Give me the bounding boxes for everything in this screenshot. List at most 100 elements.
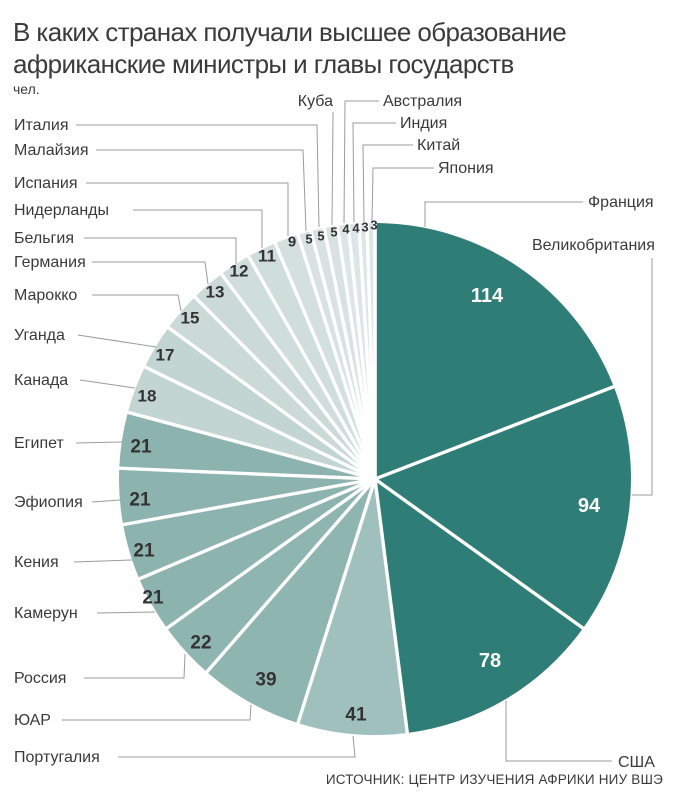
- country-label: Индия: [400, 115, 447, 132]
- value-label: 15: [181, 309, 200, 328]
- slice-divider: [246, 255, 377, 480]
- country-label: США: [618, 754, 655, 771]
- leader-line: [343, 100, 379, 224]
- leader-line: [632, 258, 653, 496]
- chart-title: В каких странах получали высшее образова…: [13, 16, 653, 80]
- slice-divider: [193, 295, 377, 481]
- pie-slice: [194, 274, 375, 479]
- value-label: 5: [317, 229, 324, 244]
- chart-title-line1: В каких странах получали высшее образова…: [13, 17, 567, 47]
- value-label: 78: [479, 650, 501, 672]
- country-label: Португалия: [14, 749, 100, 766]
- country-label: Япония: [438, 160, 494, 177]
- slice-divider: [143, 365, 376, 481]
- leader-line: [424, 201, 583, 227]
- slice-divider: [122, 477, 376, 527]
- country-label: Куба: [298, 93, 333, 110]
- slice-divider: [373, 478, 410, 734]
- slice-divider: [374, 477, 585, 630]
- slice-divider: [374, 384, 615, 481]
- pie-slice: [375, 479, 584, 733]
- leader-line: [92, 261, 209, 285]
- pie-slice: [144, 327, 375, 479]
- slice-divider: [273, 242, 377, 480]
- country-label: Канада: [14, 372, 68, 389]
- country-label: Нидерланды: [14, 202, 109, 219]
- leader-line: [352, 122, 396, 223]
- source-credit: ИСТОЧНИК: ЦЕНТР ИЗУЧЕНИЯ АФРИКИ НИУ ВШЭ: [325, 772, 663, 787]
- country-label: Китай: [417, 137, 460, 154]
- leader-line: [73, 559, 133, 563]
- slice-divider: [138, 477, 376, 581]
- value-label: 41: [345, 705, 367, 726]
- country-label: Марокко: [14, 287, 77, 304]
- leader-line: [75, 441, 123, 444]
- value-label: 22: [190, 633, 211, 654]
- pie-slice: [119, 468, 376, 525]
- leader-line: [91, 499, 121, 503]
- value-label: 3: [361, 220, 368, 235]
- leader-line: [84, 237, 237, 264]
- leader-line: [92, 294, 182, 312]
- country-label: Франция: [588, 194, 654, 211]
- slice-divider: [165, 477, 376, 630]
- pie-slice: [221, 256, 375, 479]
- country-label: Испания: [14, 175, 78, 192]
- country-label: Бельгия: [14, 230, 74, 247]
- country-label: Италия: [14, 117, 68, 134]
- pie-slice: [375, 386, 632, 629]
- slice-divider: [309, 230, 377, 480]
- pie-slice: [139, 479, 375, 629]
- value-label: 39: [255, 670, 276, 691]
- country-label: Австралия: [383, 93, 462, 110]
- country-label: Камерун: [14, 605, 78, 622]
- slice-divider: [205, 477, 377, 674]
- pie-slice: [375, 223, 614, 479]
- leader-line: [77, 334, 157, 348]
- country-label: ЮАР: [14, 712, 51, 729]
- leader-line: [62, 704, 252, 721]
- leader-line: [76, 124, 320, 228]
- pie-slice: [168, 297, 375, 479]
- unit-label: чел.: [13, 81, 40, 97]
- value-label: 12: [230, 262, 249, 281]
- leader-line: [371, 167, 434, 222]
- country-label: Уганда: [14, 327, 65, 344]
- leader-line: [84, 653, 186, 679]
- value-label: 114: [471, 285, 504, 307]
- value-label: 21: [133, 541, 155, 562]
- leader-line: [96, 149, 307, 232]
- value-label: 4: [352, 221, 360, 236]
- pie-slice: [297, 479, 408, 735]
- value-label: 3: [370, 218, 377, 233]
- value-label: 18: [138, 387, 157, 406]
- slice-divider: [322, 227, 377, 480]
- leader-line: [362, 144, 413, 223]
- chart-title-line2: африканские министры и главы государств: [13, 49, 514, 79]
- leader-line: [96, 611, 156, 614]
- slice-divider: [126, 410, 376, 481]
- value-label: 11: [258, 247, 276, 266]
- pie-slice: [127, 366, 375, 479]
- country-label: Кения: [14, 554, 59, 571]
- value-label: 17: [156, 346, 175, 365]
- country-label: Эфиопия: [14, 494, 83, 511]
- slice-divider: [346, 223, 377, 480]
- country-label: Великобритания: [532, 237, 655, 254]
- leader-line: [133, 209, 263, 248]
- slice-divider: [296, 478, 377, 725]
- leader-line: [86, 182, 289, 236]
- country-label: Египет: [14, 435, 64, 452]
- country-label: Германия: [14, 254, 86, 271]
- slice-divider: [167, 325, 377, 481]
- value-label: 9: [288, 234, 296, 251]
- value-label: 21: [129, 490, 151, 511]
- slice-divider: [219, 272, 377, 481]
- leader-line: [118, 735, 356, 758]
- country-label: Россия: [14, 670, 66, 687]
- value-label: 4: [342, 222, 350, 237]
- pie-slice: [166, 479, 375, 672]
- leader-line: [331, 111, 334, 226]
- value-label: 13: [206, 283, 225, 302]
